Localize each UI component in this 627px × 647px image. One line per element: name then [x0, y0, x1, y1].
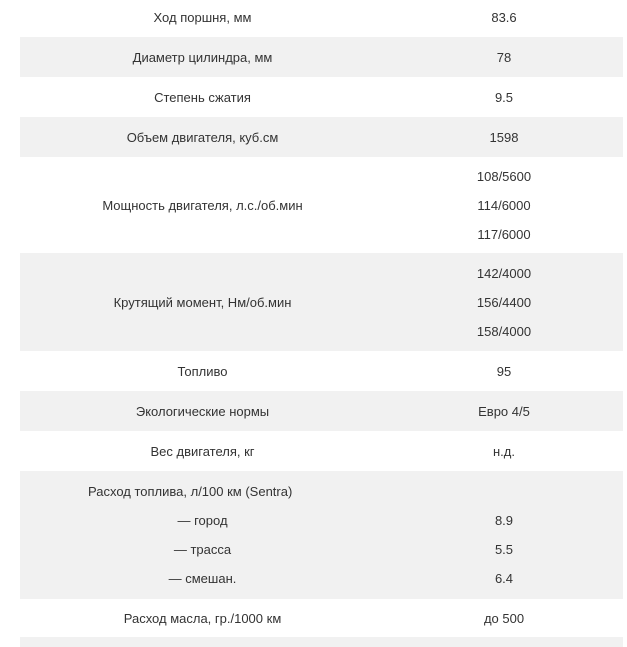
fuel-mode-label: — город	[177, 513, 228, 528]
spec-label-cell: Ход поршня, мм	[20, 0, 385, 37]
spec-label: Мощность двигателя, л.с./об.мин	[102, 197, 303, 213]
spec-label: Ход поршня, мм	[153, 9, 252, 25]
spec-value-cell: 142/4000 156/4400 158/4000	[385, 253, 623, 351]
table-row: Топливо 95	[20, 351, 623, 391]
fuel-mode-value: 8.9	[494, 513, 514, 528]
table-row: Диаметр цилиндра, мм 78	[20, 37, 623, 77]
spec-value: 1598	[489, 129, 519, 145]
spec-label-cell: Степень сжатия	[20, 77, 385, 117]
spec-value-cell: 9.5	[385, 77, 623, 117]
spec-label: Объем двигателя, куб.см	[126, 129, 279, 145]
spec-value: 78	[496, 49, 512, 65]
spec-label-cell: Диаметр цилиндра, мм	[20, 37, 385, 77]
spec-value: Евро 4/5	[478, 403, 530, 419]
spec-value-cell: 95	[385, 351, 623, 391]
engine-specs-table: Ход поршня, мм 83.6 Диаметр цилиндра, мм 78…	[20, 0, 623, 647]
table-row: Крутящий момент, Нм/об.мин 142/4000 156/44…	[20, 253, 623, 351]
table-row: Мощность двигателя, л.с./об.мин 108/5600 1…	[20, 157, 623, 253]
spec-value-cell: Евро 4/5	[385, 391, 623, 431]
fuel-mode-label: — трасса	[173, 542, 232, 557]
spec-value-cell: 83.6	[385, 0, 623, 37]
spec-label-cell: Крутящий момент, Нм/об.мин	[20, 253, 385, 351]
spec-label: Степень сжатия	[154, 89, 251, 105]
spec-value: 117/6000	[477, 226, 531, 242]
spec-value: 114/6000	[477, 197, 531, 213]
table-row: Вес двигателя, кг н.д.	[20, 431, 623, 471]
spec-value-cell: 108/5600 114/6000 117/6000	[385, 157, 623, 253]
spec-value: 9.5	[494, 89, 514, 105]
spec-value: 142/4000	[476, 265, 532, 281]
oil-consumption-value: до 500	[483, 610, 525, 626]
table-row: Объем двигателя, куб.см 1598	[20, 117, 623, 157]
table-row: Экологические нормы Евро 4/5	[20, 391, 623, 431]
spec-label-cell: Мощность двигателя, л.с./об.мин	[20, 157, 385, 253]
fuel-mode-label: — смешан.	[168, 571, 237, 586]
spec-label: Вес двигателя, кг	[150, 443, 255, 459]
table-row: Расход топлива, л/100 км (Sentra) — город…	[20, 471, 623, 599]
spec-label: Крутящий момент, Нм/об.мин	[113, 294, 292, 310]
fuel-mode-value: 6.4	[494, 571, 514, 586]
fuel-consumption-label: Расход топлива, л/100 км (Sentra)	[88, 484, 293, 499]
spec-label-cell: Объем двигателя, куб.см	[20, 117, 385, 157]
fuel-mode-value: 5.5	[494, 542, 514, 557]
spec-value-cell: 78	[385, 37, 623, 77]
spec-label: Экологические нормы	[135, 403, 270, 419]
spec-label-cell: Экологические нормы	[20, 391, 385, 431]
table-row: Ход поршня, мм 83.6	[20, 0, 623, 37]
spec-label: Топливо	[177, 363, 228, 379]
spec-value: 158/4000	[476, 323, 532, 339]
spec-value: 83.6	[491, 9, 517, 25]
spec-value: 95	[496, 363, 512, 379]
spec-value: 108/5600	[476, 168, 532, 184]
spec-label: Диаметр цилиндра, мм	[132, 49, 273, 65]
spec-label-cell: Вес двигателя, кг	[20, 431, 385, 471]
spec-value-cell: н.д.	[385, 431, 623, 471]
spec-label-cell: Топливо	[20, 351, 385, 391]
spec-value: н.д.	[493, 443, 515, 459]
oil-consumption-label: Расход масла, гр./1000 км	[123, 610, 282, 626]
table-row: Расход масла, гр./1000 км до 500	[20, 599, 623, 637]
table-row: Степень сжатия 9.5	[20, 77, 623, 117]
spec-value: 156/4400	[476, 294, 532, 310]
spec-value-cell: 1598	[385, 117, 623, 157]
